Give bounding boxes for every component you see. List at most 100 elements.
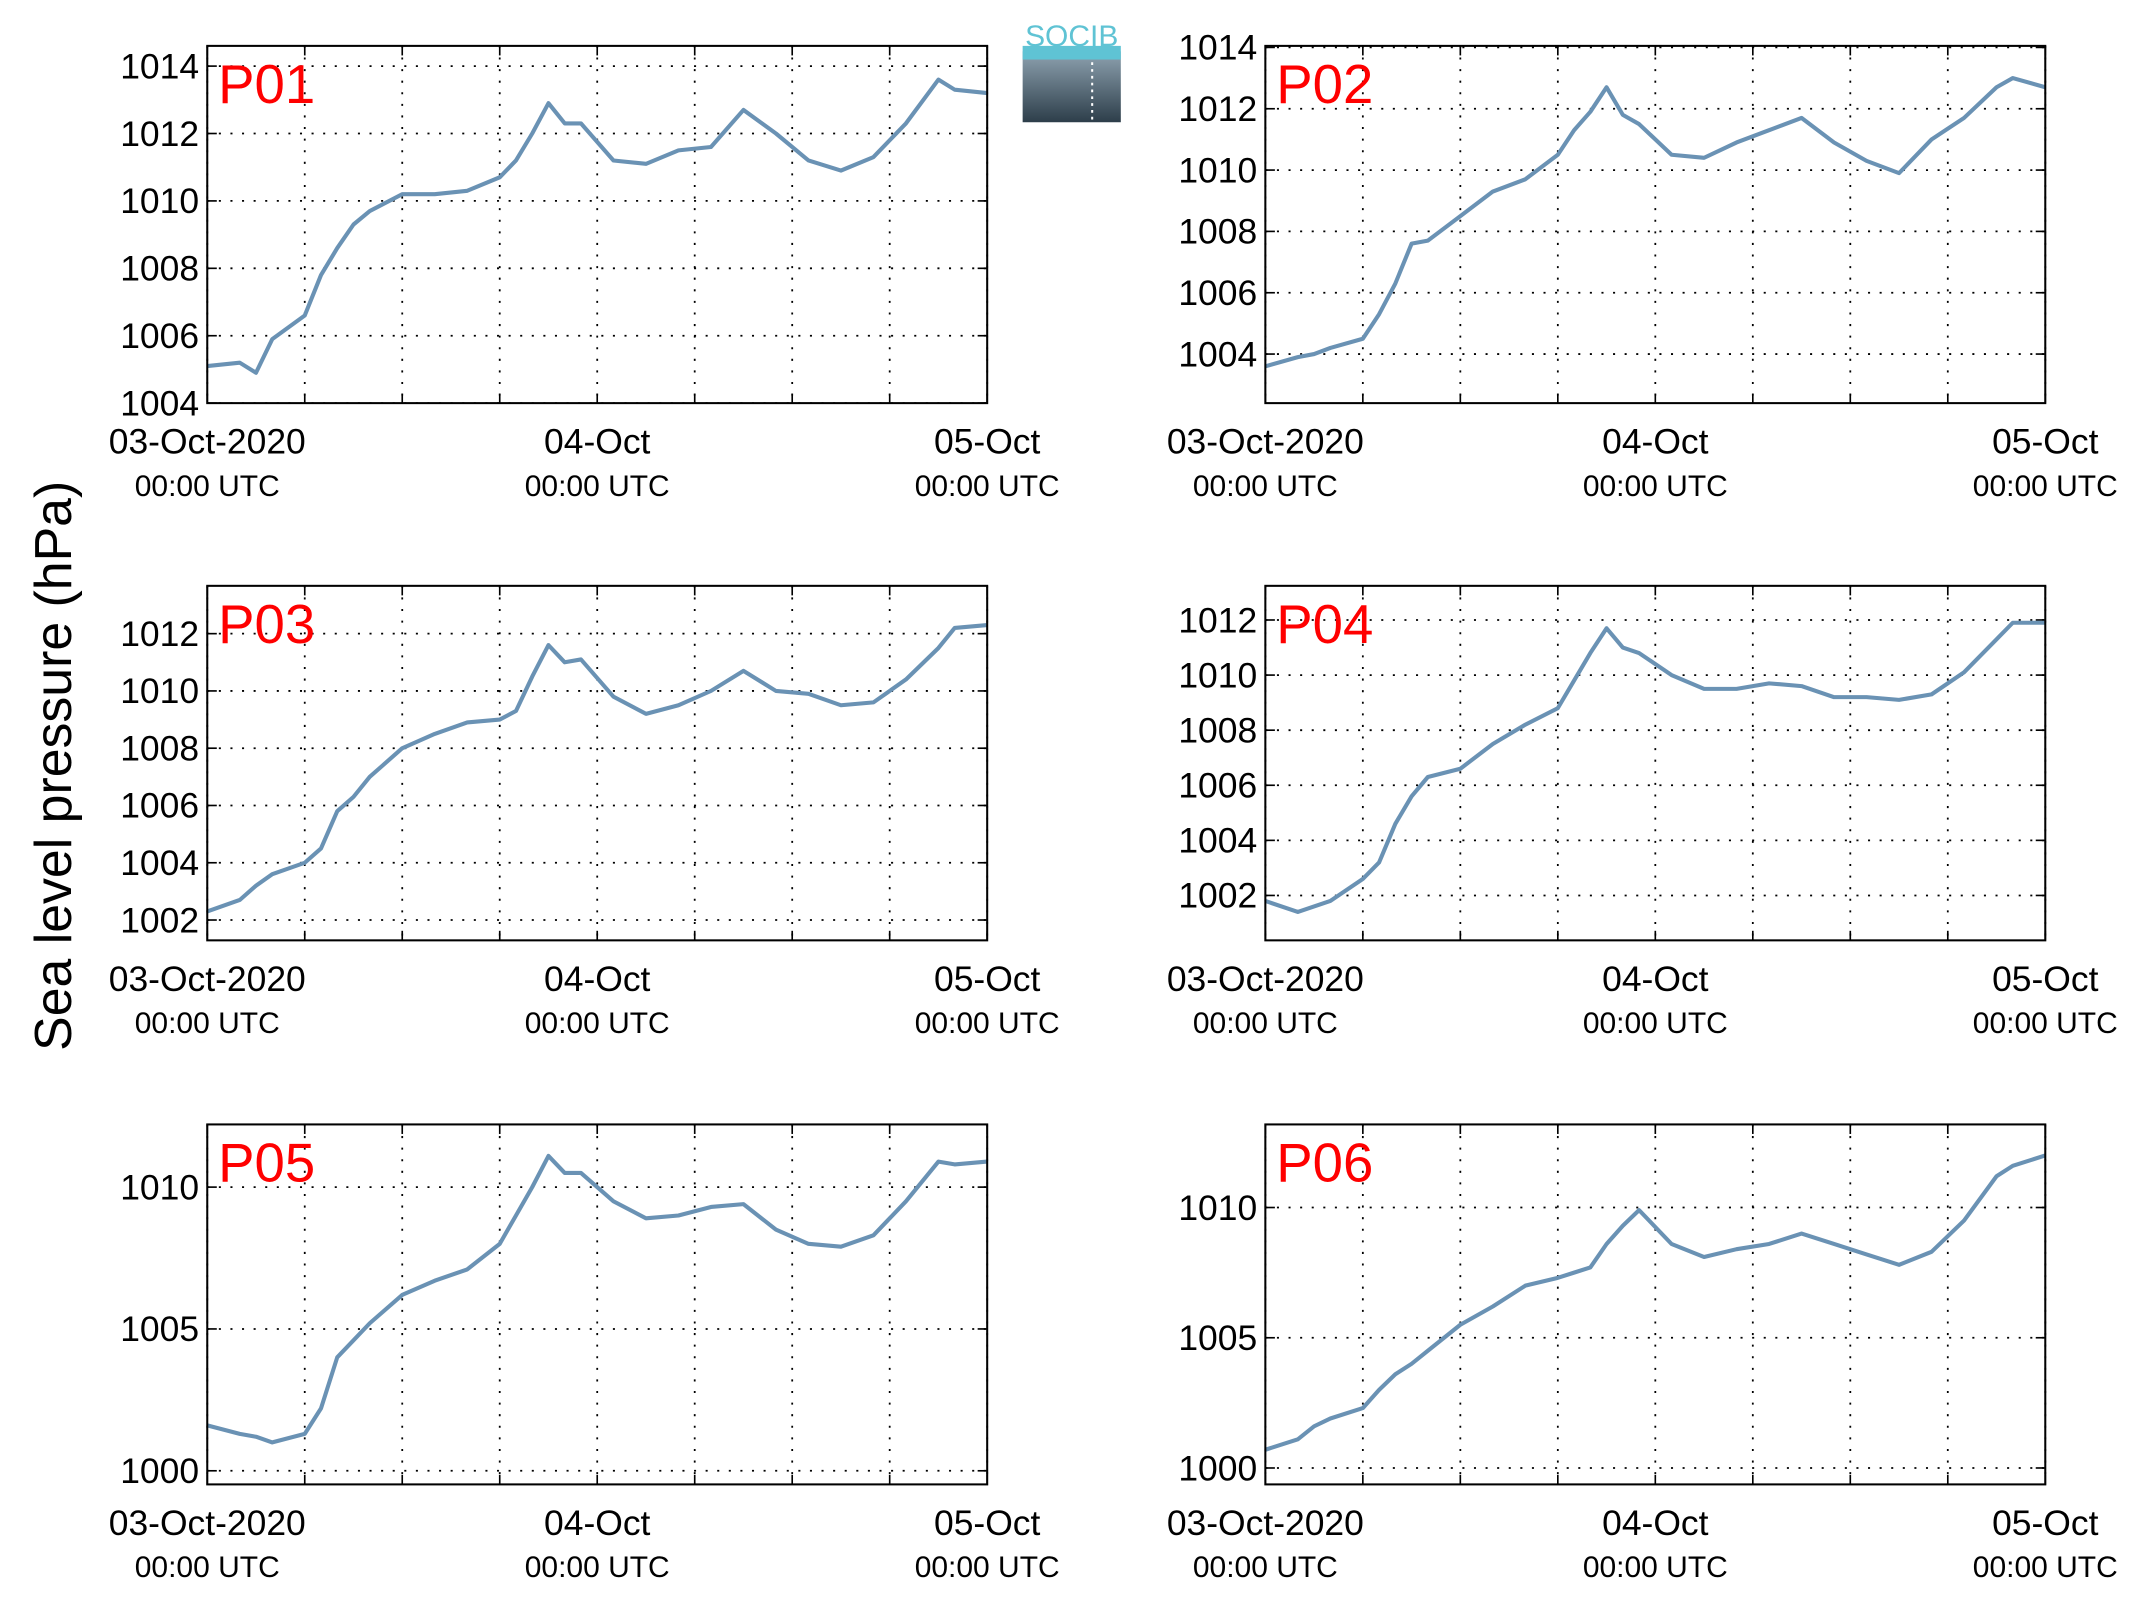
y-tick-label: 1012: [120, 614, 199, 654]
y-tick-label: 1014: [1178, 28, 1257, 68]
x-tick-sublabel: 00:00 UTC: [525, 1007, 670, 1040]
y-tick-label: 1006: [1178, 766, 1257, 806]
x-tick-sublabel: 00:00 UTC: [135, 1551, 280, 1584]
x-tick-sublabel: 00:00 UTC: [1973, 1007, 2118, 1040]
y-tick-label: 1004: [1178, 334, 1257, 374]
plot-frame: [206, 584, 989, 942]
y-tick-label: 1004: [120, 843, 199, 883]
y-tick-label: 1008: [120, 728, 199, 768]
x-tick-label: 05-Oct: [934, 959, 1041, 999]
y-tick-label: 1006: [120, 316, 199, 356]
x-tick-label: 04-Oct: [1602, 959, 1709, 999]
panel-title: P02: [1276, 54, 1373, 115]
x-tick-sublabel: 00:00 UTC: [1973, 1551, 2118, 1584]
panel-title: P01: [218, 54, 315, 115]
x-tick-sublabel: 00:00 UTC: [135, 1007, 280, 1040]
y-tick-label: 1008: [120, 249, 199, 289]
y-tick-label: 1010: [120, 671, 199, 711]
x-tick-label: 05-Oct: [934, 422, 1041, 462]
y-tick-label: 1010: [1178, 655, 1257, 695]
x-tick-label: 03-Oct-2020: [1167, 959, 1364, 999]
plot-frame: [1264, 1123, 2047, 1486]
pressure-line: [206, 623, 988, 914]
x-tick-sublabel: 00:00 UTC: [1583, 1551, 1728, 1584]
plot-frame: [1264, 584, 2047, 942]
logo-text: SOCIB: [1025, 20, 1118, 53]
panel-title: P03: [218, 594, 315, 655]
x-tick-sublabel: 00:00 UTC: [1193, 1007, 1338, 1040]
y-tick-label: 1002: [120, 900, 199, 940]
panel: 03-Oct-2020 00:00 UTC 04-Oct 00:00 UTC 05-Oc…: [1167, 584, 2118, 1040]
x-tick-sublabel: 00:00 UTC: [1973, 470, 2118, 503]
x-tick-label: 03-Oct-2020: [109, 422, 306, 462]
x-tick-sublabel: 00:00 UTC: [915, 1007, 1060, 1040]
y-axis-label: Sea level pressure (hPa): [24, 481, 82, 1051]
x-tick-label: 04-Oct: [544, 1503, 651, 1543]
y-tick-label: 1008: [1178, 212, 1257, 252]
x-tick-sublabel: 00:00 UTC: [915, 470, 1060, 503]
y-tick-label: 1002: [1178, 876, 1257, 916]
plot-area: [207, 1124, 988, 1485]
y-tick-label: 1010: [120, 181, 199, 221]
x-tick-label: 05-Oct: [1992, 1503, 2099, 1543]
pressure-line: [1264, 620, 2046, 915]
pressure-line: [1264, 1153, 2046, 1452]
x-tick-sublabel: 00:00 UTC: [1583, 470, 1728, 503]
x-tick-label: 05-Oct: [934, 1503, 1041, 1543]
x-tick-sublabel: 00:00 UTC: [915, 1551, 1060, 1584]
y-tick-label: 1005: [120, 1309, 199, 1349]
x-tick-label: 03-Oct-2020: [109, 1503, 306, 1543]
x-tick-label: 05-Oct: [1992, 959, 2099, 999]
x-tick-label: 04-Oct: [1602, 422, 1709, 462]
logo-wave: [1022, 45, 1121, 60]
y-tick-label: 1000: [1178, 1448, 1257, 1488]
x-tick-sublabel: 00:00 UTC: [1193, 1551, 1338, 1584]
panel: 03-Oct-2020 00:00 UTC 04-Oct 00:00 UTC 05-Oc…: [1167, 28, 2118, 503]
plot-frame: [206, 44, 989, 405]
plot-area: [1265, 45, 2046, 404]
plot-frame: [1264, 44, 2047, 405]
panel-title: P04: [1276, 594, 1373, 655]
y-tick-label: 1004: [120, 383, 199, 423]
panel-title: P05: [218, 1133, 315, 1194]
y-tick-label: 1000: [120, 1451, 199, 1491]
y-tick-label: 1012: [1178, 600, 1257, 640]
x-tick-label: 03-Oct-2020: [109, 959, 306, 999]
y-tick-label: 1004: [1178, 821, 1257, 861]
x-tick-label: 03-Oct-2020: [1167, 422, 1364, 462]
y-tick-label: 1006: [120, 786, 199, 826]
y-tick-label: 1008: [1178, 710, 1257, 750]
x-tick-label: 04-Oct: [1602, 1503, 1709, 1543]
logo: SOCIB: [1022, 20, 1121, 123]
y-tick-label: 1012: [120, 114, 199, 154]
x-tick-sublabel: 00:00 UTC: [135, 470, 280, 503]
plot-area: [1265, 1124, 2046, 1485]
y-tick-label: 1010: [1178, 1188, 1257, 1228]
x-tick-label: 05-Oct: [1992, 422, 2099, 462]
y-tick-label: 1006: [1178, 273, 1257, 313]
x-tick-sublabel: 00:00 UTC: [525, 1551, 670, 1584]
y-tick-label: 1012: [1178, 89, 1257, 129]
x-tick-sublabel: 00:00 UTC: [1583, 1007, 1728, 1040]
pressure-line: [206, 1153, 988, 1445]
x-tick-sublabel: 00:00 UTC: [1193, 470, 1338, 503]
x-tick-label: 04-Oct: [544, 422, 651, 462]
logo-block: [1022, 51, 1121, 123]
panel-title: P06: [1276, 1133, 1373, 1194]
y-tick-label: 1005: [1178, 1318, 1257, 1358]
x-tick-sublabel: 00:00 UTC: [525, 470, 670, 503]
x-tick-label: 03-Oct-2020: [1167, 1503, 1364, 1543]
panel: 03-Oct-2020 00:00 UTC 04-Oct 00:00 UTC 05-Oc…: [109, 44, 1060, 503]
panel: 03-Oct-2020 00:00 UTC 04-Oct 00:00 UTC 05-Oc…: [109, 584, 1060, 1040]
y-tick-label: 1010: [120, 1167, 199, 1207]
pressure-line: [207, 77, 988, 375]
panel: 03-Oct-2020 00:00 UTC 04-Oct 00:00 UTC 05-Oc…: [1167, 1123, 2118, 1584]
y-tick-label: 1010: [1178, 150, 1257, 190]
y-tick-label: 1014: [120, 46, 199, 86]
plot-frame: [206, 1123, 989, 1486]
pressure-line: [1264, 76, 2046, 369]
x-tick-label: 04-Oct: [544, 959, 651, 999]
plot-area: [207, 45, 988, 404]
